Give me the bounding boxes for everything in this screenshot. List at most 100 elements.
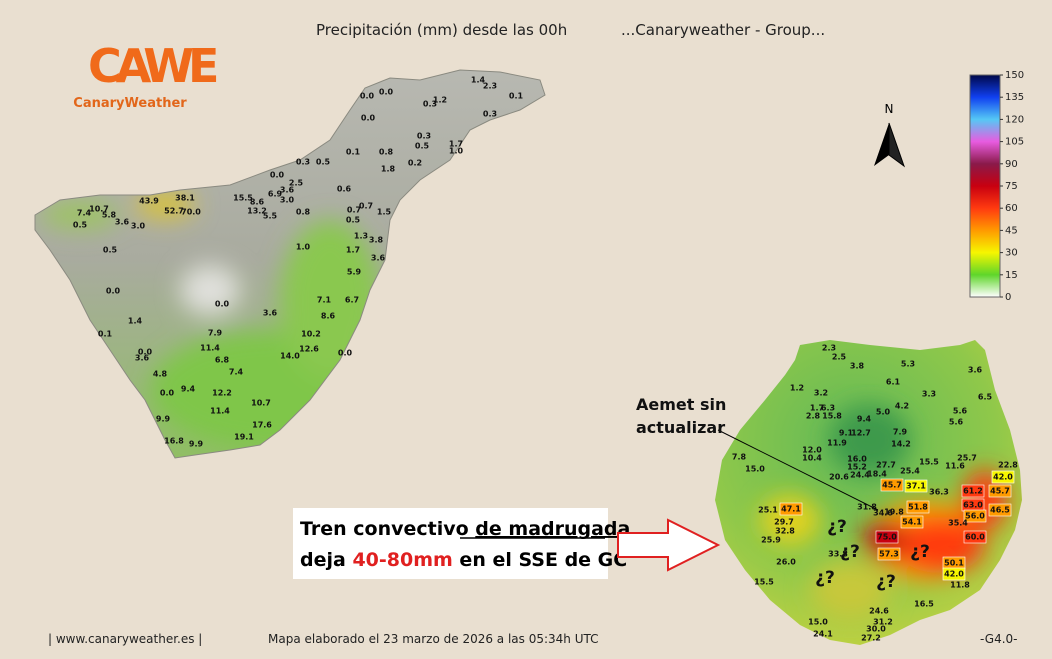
station-value: 22.8 — [998, 461, 1018, 470]
station-value: 3.6 — [280, 186, 295, 195]
legend-label: 105 — [1005, 137, 1024, 148]
station-value: 60.0 — [965, 533, 985, 542]
station-value: 9.1 — [839, 429, 854, 438]
station-box — [900, 515, 924, 529]
station-value: 0.5 — [346, 216, 361, 225]
station-value: 0.3 — [423, 100, 437, 109]
station-value: 57.3 — [879, 550, 899, 559]
station-value: 25.1 — [758, 506, 778, 515]
station-value: 46.5 — [990, 506, 1010, 515]
station-value: 1.0 — [449, 147, 464, 156]
station-value: 7.9 — [893, 428, 908, 437]
station-value: 8.6 — [250, 198, 265, 207]
station-value: 10.2 — [301, 330, 321, 339]
legend-label: 60 — [1005, 203, 1018, 214]
station-value: 0.8 — [296, 208, 311, 217]
station-value: 7.1 — [317, 296, 332, 305]
station-value: 15.2 — [847, 463, 867, 472]
tenerife-island — [34, 69, 546, 459]
legend-label: 0 — [1005, 292, 1011, 303]
station-value: 7.4 — [77, 209, 92, 218]
station-value: 0.0 — [360, 92, 375, 101]
station-value: 2.8 — [806, 412, 821, 421]
station-value: 45.7 — [882, 481, 902, 490]
station-value: 1.4 — [471, 76, 486, 85]
station-value: 27.7 — [876, 461, 896, 470]
station-value: 12.2 — [212, 389, 232, 398]
station-value: 2.3 — [822, 344, 836, 353]
station-value: 6.1 — [886, 378, 901, 387]
station-value: 5.0 — [876, 408, 891, 417]
legend-label: 30 — [1005, 248, 1018, 259]
station-value: 0.7 — [359, 202, 373, 211]
legend: 0 15 30 45 60 75 90 105 120 135 150 — [969, 70, 1024, 303]
north-label: N — [885, 102, 894, 116]
station-value: 3.3 — [922, 390, 936, 399]
station-value: 0.2 — [408, 159, 422, 168]
station-box — [988, 503, 1012, 517]
station-value: 12.7 — [851, 429, 871, 438]
station-value: 14.0 — [280, 352, 300, 361]
station-value: 32.8 — [775, 527, 795, 536]
station-value: 31.2 — [873, 618, 893, 627]
callout-text: de madrugada — [475, 518, 630, 540]
station-value: 56.0 — [965, 512, 985, 521]
station-value: 27.2 — [861, 634, 881, 643]
callout-text: Tren convectivo — [300, 518, 475, 540]
station-box — [877, 547, 901, 561]
station-value: 0.8 — [379, 148, 394, 157]
callout-box — [293, 508, 608, 579]
station-value: 1.7 — [449, 140, 463, 149]
station-value: 6.5 — [978, 393, 993, 402]
station-value: 6.9 — [268, 190, 283, 199]
annotation: Aemet sin actualizar — [636, 395, 879, 511]
station-value: 0.0 — [215, 300, 230, 309]
legend-label: 45 — [1005, 225, 1018, 236]
station-value: 10.7 — [89, 205, 109, 214]
station-value: 4.2 — [895, 402, 909, 411]
station-box — [880, 478, 904, 492]
unknown-mark: ¿? — [840, 542, 860, 562]
station-value: 0.3 — [483, 110, 497, 119]
station-box — [991, 470, 1015, 484]
station-value: 2.5 — [289, 179, 304, 188]
station-value: 0.0 — [138, 348, 153, 357]
logo: CAWE CanaryWeather — [73, 39, 223, 111]
legend-label: 15 — [1005, 270, 1018, 281]
logo-name: CanaryWeather — [73, 96, 187, 111]
station-value: 5.3 — [901, 360, 915, 369]
station-value: 11.4 — [200, 344, 220, 353]
station-value: 0.5 — [415, 142, 430, 151]
station-box — [779, 502, 803, 516]
annotation-text: actualizar — [636, 418, 725, 437]
callout-text: deja — [300, 549, 352, 571]
map-title: Precipitación (mm) desde las 00h — [316, 21, 567, 39]
station-value: 0.0 — [160, 389, 175, 398]
station-value: 0.1 — [98, 330, 113, 339]
station-value: 26.0 — [776, 558, 796, 567]
footer-site: | www.canaryweather.es | — [48, 632, 202, 646]
legend-label: 150 — [1005, 70, 1024, 81]
stations: 0.0 0.01.42.31.20.30.00.10.30.1 0.80.30.5 1… — [73, 76, 1018, 643]
station-value: 10.7 — [251, 399, 271, 408]
station-value: 0.0 — [338, 349, 353, 358]
station-value: 12.6 — [299, 345, 319, 354]
station-box — [904, 479, 928, 493]
station-value: 18.4 — [867, 470, 887, 479]
station-value: 5.5 — [263, 212, 278, 221]
station-value: 52.7 — [164, 207, 184, 216]
station-value: 38.1 — [175, 194, 195, 203]
station-value: 5.6 — [953, 407, 968, 416]
station-value: 3.6 — [968, 366, 983, 375]
footer-made: Mapa elaborado el 23 marzo de 2026 a las… — [268, 632, 599, 646]
station-value: 42.0 — [993, 473, 1013, 482]
station-value: 37.1 — [906, 482, 926, 491]
legend-bar — [969, 74, 1001, 298]
footer-version: -G4.0- — [980, 632, 1017, 646]
station-value: 7.9 — [208, 329, 223, 338]
callout-line: deja 40-80mm en el SSE de GC — [300, 549, 627, 571]
station-value: 1.5 — [377, 208, 392, 217]
station-value: 16.5 — [914, 600, 934, 609]
